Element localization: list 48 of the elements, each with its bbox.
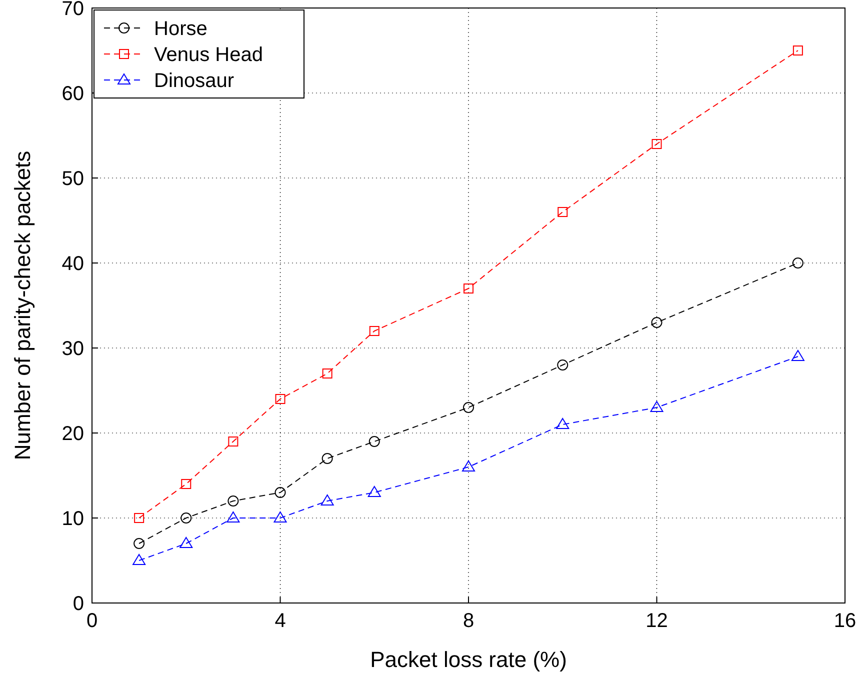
point: [369, 326, 380, 336]
point: [792, 258, 804, 268]
point: [180, 537, 193, 548]
legend-label: Venus Head: [154, 44, 263, 66]
y-tick-label: 30: [62, 338, 84, 360]
point: [650, 401, 664, 412]
point: [274, 487, 286, 498]
x-tick-label: 8: [462, 610, 474, 632]
y-tick-label: 10: [62, 508, 84, 530]
point: [652, 139, 662, 149]
point: [275, 394, 286, 404]
legend-label: Horse: [154, 18, 208, 40]
x-tick-label: 0: [86, 610, 98, 632]
point: [134, 538, 145, 549]
y-tick-label: 40: [62, 253, 84, 275]
point: [274, 512, 287, 522]
point: [228, 496, 239, 506]
point: [651, 317, 662, 328]
point: [792, 46, 803, 56]
point: [368, 436, 380, 447]
point: [462, 460, 475, 472]
point: [556, 418, 570, 429]
point: [181, 479, 192, 489]
point: [320, 494, 334, 506]
point: [463, 402, 474, 413]
x-tick-label: 12: [646, 610, 668, 632]
point: [228, 436, 238, 446]
point: [558, 207, 568, 217]
point: [791, 350, 804, 361]
point: [132, 554, 146, 565]
point: [322, 453, 333, 464]
x-tick-label: 4: [274, 610, 286, 632]
point: [557, 360, 568, 370]
point: [368, 486, 381, 497]
point: [134, 513, 144, 523]
y-tick-label: 0: [72, 593, 84, 615]
point: [180, 512, 192, 524]
y-tick-label: 70: [62, 0, 84, 20]
legend-label: Dinosaur: [154, 70, 234, 92]
y-tick-label: 20: [62, 423, 84, 445]
y-tick-label: 50: [62, 168, 84, 190]
x-axis-title: Packet loss rate (%): [370, 647, 567, 672]
y-axis-title: Number of parity-check packets: [10, 150, 35, 460]
y-tick-label: 60: [62, 83, 84, 105]
point: [322, 368, 332, 378]
point: [226, 512, 240, 522]
point: [464, 284, 474, 294]
x-tick-label: 16: [834, 610, 856, 632]
